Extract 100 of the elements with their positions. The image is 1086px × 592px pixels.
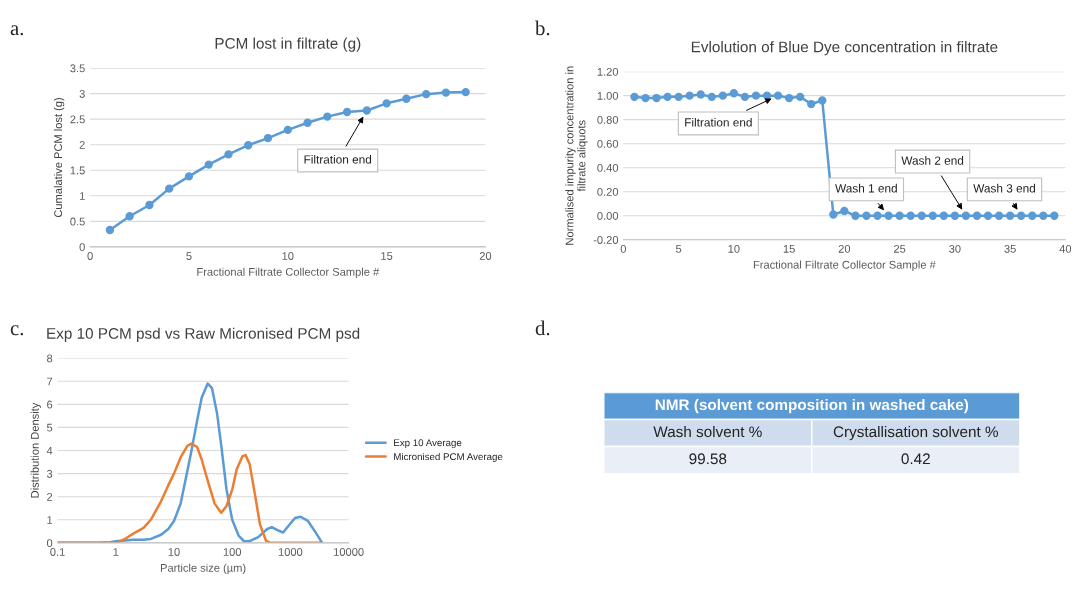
point (718, 91, 727, 100)
x-tick-label: 20 (838, 244, 851, 253)
point (773, 91, 783, 100)
point (851, 211, 860, 220)
x-tick-label: 1000 (278, 548, 303, 556)
point (707, 92, 716, 102)
point (263, 133, 273, 143)
point (972, 211, 982, 220)
point (283, 125, 292, 135)
point (906, 211, 915, 220)
x-tick-label: 10000 (334, 548, 364, 556)
point (244, 141, 253, 150)
point (795, 92, 805, 102)
x-axis-title: Fractional Filtrate Collector Sample # (197, 267, 380, 278)
y-tick-label: 3 (46, 469, 53, 478)
y-tick-label: 3.5 (70, 64, 85, 73)
point (983, 211, 993, 220)
annotation: Filtration end (685, 117, 752, 127)
point (884, 211, 893, 220)
legend-label: Micronised PCM Average (394, 452, 503, 463)
text: c. (10, 325, 24, 336)
y-tick-label: 8 (47, 354, 53, 363)
point (663, 92, 672, 102)
point (224, 150, 233, 159)
point (696, 90, 705, 99)
point (461, 87, 470, 97)
x-tick-label: 10 (282, 252, 294, 260)
point (1050, 211, 1059, 220)
point (145, 200, 154, 210)
y-tick-label: -0.20 (593, 236, 619, 244)
y-tick-label: 2 (47, 492, 53, 501)
text: a. (10, 25, 24, 36)
point (740, 92, 750, 102)
point (630, 92, 639, 102)
y-tick-label: 1 (47, 516, 53, 524)
y-tick-label: 0.20 (597, 187, 619, 196)
point (994, 211, 1004, 220)
y-tick-label: 7 (47, 377, 53, 386)
point (382, 99, 391, 108)
point (362, 106, 372, 115)
x-tick-label: 0.1 (50, 548, 65, 556)
point (751, 91, 761, 100)
annotation: Wash 1 end (835, 183, 897, 193)
point (674, 92, 683, 102)
point (862, 211, 871, 220)
y-tick-label: 3 (79, 89, 85, 98)
point (961, 211, 971, 220)
chart-title: PCM lost in filtrate (g) (215, 37, 361, 52)
point (1028, 211, 1037, 220)
text: 99.58 (689, 453, 727, 465)
y-tick-label: 2.5 (70, 115, 85, 124)
text: NMR (solvent composition in washed cake) (655, 398, 969, 414)
point (303, 118, 312, 127)
point (784, 93, 794, 103)
x-axis-title: Fractional Filtrate Collector Sample # (753, 260, 936, 271)
y-tick-label: 4 (46, 446, 53, 455)
y-tick-label: 6 (47, 400, 53, 409)
x-tick-label: 10 (728, 244, 740, 253)
y-tick-label: 1.00 (597, 91, 619, 100)
x-tick-label: 5 (675, 245, 682, 253)
chart-title: Exp 10 PCM psd vs Raw Micronised PCM psd (47, 327, 360, 342)
text: Wash solvent % (653, 425, 762, 438)
chart-title: Evlolution of Blue Dye concentration in filtrate (691, 41, 998, 56)
y-tick-label: 2 (79, 140, 85, 149)
annotation: Wash 2 end (901, 156, 964, 165)
point (1005, 211, 1015, 220)
x-tick-label: 10 (168, 548, 180, 556)
y-axis-title: Distribution Density (30, 402, 41, 498)
point (204, 160, 213, 169)
y-axis-title: Normalised impurity concentration in filtrate aliquots (565, 66, 588, 245)
x-tick-label: 1 (113, 548, 119, 556)
point (165, 184, 174, 193)
annotation: Wash 3 end (973, 183, 1036, 193)
point (184, 172, 194, 181)
y-tick-label: 0.00 (597, 212, 619, 220)
point (342, 107, 352, 117)
text: d. (535, 320, 550, 336)
point (421, 89, 431, 99)
point (641, 93, 650, 103)
point (939, 211, 948, 220)
x-tick-label: 30 (949, 244, 961, 253)
point (873, 211, 882, 220)
point (729, 89, 739, 98)
x-tick-label: 25 (894, 244, 906, 253)
y-tick-label: 0.60 (597, 139, 619, 148)
point (840, 206, 849, 216)
x-tick-label: 15 (381, 252, 393, 260)
x-tick-label: 0 (87, 252, 93, 260)
y-tick-label: 0 (46, 539, 53, 547)
point (652, 93, 661, 103)
x-tick-label: 20 (479, 252, 492, 260)
x-tick-label: 40 (1059, 244, 1072, 253)
y-tick-label: 1.20 (597, 67, 619, 76)
annotation: Filtration end (304, 154, 372, 164)
point (818, 96, 827, 105)
y-tick-label: 0.5 (70, 217, 85, 226)
point (402, 94, 411, 103)
point (1016, 211, 1026, 220)
x-axis-title: Particle size (µm) (160, 563, 246, 574)
y-axis-title: Cumalative PCM lost (g) (53, 97, 65, 218)
